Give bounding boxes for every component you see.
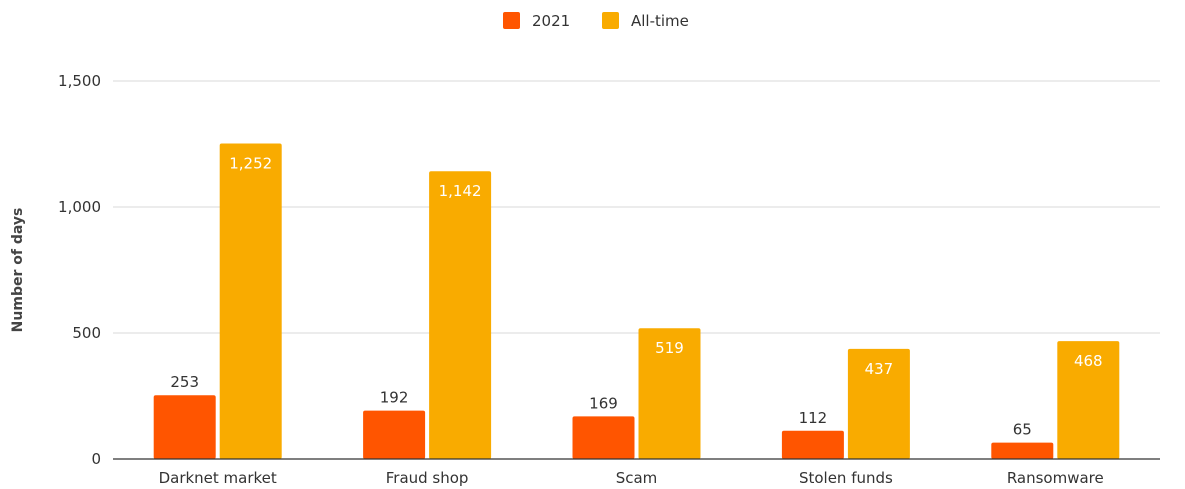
bar [219, 143, 282, 459]
data-label: 1,252 [229, 154, 272, 172]
y-tick-label: 0 [91, 450, 101, 468]
data-labels: 253 1,252 192 1,142 169 519 112 437 65 468 [170, 154, 1102, 438]
bar [638, 328, 701, 459]
data-label: 1,142 [439, 182, 482, 200]
bar [1057, 341, 1120, 459]
bar [429, 171, 492, 459]
x-tick-label: Stolen funds [799, 469, 893, 487]
bar [153, 395, 216, 459]
data-label: 437 [865, 360, 894, 378]
y-axis-label: Number of days [10, 208, 26, 333]
bar [991, 442, 1054, 459]
gridlines [113, 80, 1160, 334]
data-label: 65 [1013, 421, 1032, 439]
x-tick-label: Fraud shop [386, 469, 469, 487]
legend-label: 2021 [532, 12, 570, 30]
bars [153, 143, 1120, 459]
data-label: 519 [655, 339, 684, 357]
bar [781, 430, 844, 459]
legend-swatch [503, 12, 520, 29]
x-tick-label: Ransomware [1007, 469, 1104, 487]
data-label: 112 [799, 409, 828, 427]
legend-label: All-time [631, 12, 689, 30]
y-tick-label: 1,000 [58, 198, 101, 216]
legend: 2021 All-time [503, 12, 689, 30]
bar [572, 416, 635, 459]
y-tick-label: 500 [72, 324, 101, 342]
y-axis-ticks: 0 500 1,000 1,500 [58, 72, 101, 468]
x-tick-label: Scam [616, 469, 658, 487]
bar [847, 348, 910, 459]
x-tick-label: Darknet market [159, 469, 277, 487]
data-label: 192 [380, 389, 409, 407]
data-label: 253 [170, 373, 199, 391]
legend-swatch [602, 12, 619, 29]
x-axis-ticks: Darknet market Fraud shop Scam Stolen funds… [159, 469, 1104, 487]
data-label: 169 [589, 394, 618, 412]
bar [363, 410, 426, 459]
y-tick-label: 1,500 [58, 72, 101, 90]
data-label: 468 [1074, 352, 1103, 370]
